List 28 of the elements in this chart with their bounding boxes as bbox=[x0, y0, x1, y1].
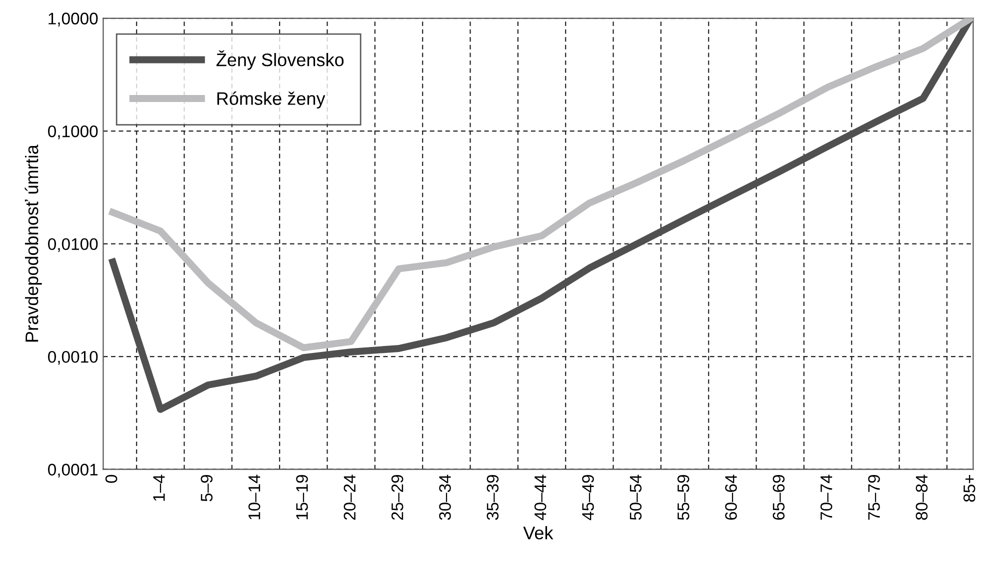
x-tick-label: 30–34 bbox=[439, 474, 451, 520]
x-tick-label: 0 bbox=[105, 474, 118, 483]
x-tick-label: 10–14 bbox=[248, 474, 260, 520]
x-tick-label: 55–59 bbox=[677, 475, 690, 520]
y-axis-title: Pravdepodobnosť úmrtia bbox=[24, 144, 42, 342]
x-tick-label: 80–84 bbox=[916, 474, 928, 520]
y-tick-label: 1,0000 bbox=[48, 12, 98, 26]
x-tick-label: 75–79 bbox=[868, 475, 880, 520]
x-tick-label: 45–49 bbox=[582, 475, 594, 520]
x-tick-label: 20–24 bbox=[344, 474, 356, 520]
legend-label: Ženy Slovensko bbox=[216, 50, 344, 70]
x-tick-label: 70–74 bbox=[820, 474, 832, 520]
x-tick-label: 35–39 bbox=[486, 475, 499, 520]
x-tick-label: 60–64 bbox=[725, 474, 737, 520]
y-tick-label: 0,0010 bbox=[48, 350, 98, 365]
y-tick-label: 0,1000 bbox=[48, 125, 98, 140]
y-tick-label: 0,0100 bbox=[48, 238, 98, 252]
x-tick-label: 1–4 bbox=[153, 474, 165, 501]
x-tick-label: 15–19 bbox=[296, 475, 308, 520]
x-tick-label: 25–29 bbox=[391, 475, 404, 520]
x-tick-label: 40–44 bbox=[534, 474, 546, 520]
x-axis-title: Vek bbox=[523, 526, 554, 540]
legend-label: Rómske ženy bbox=[217, 92, 326, 109]
y-tick-label: 0,0001 bbox=[48, 464, 98, 478]
x-tick-label: 85+ bbox=[963, 475, 976, 502]
x-tick-label: 5–9 bbox=[200, 475, 213, 502]
x-tick-label: 65–69 bbox=[772, 475, 785, 520]
x-tick-label: 50–54 bbox=[630, 474, 642, 520]
